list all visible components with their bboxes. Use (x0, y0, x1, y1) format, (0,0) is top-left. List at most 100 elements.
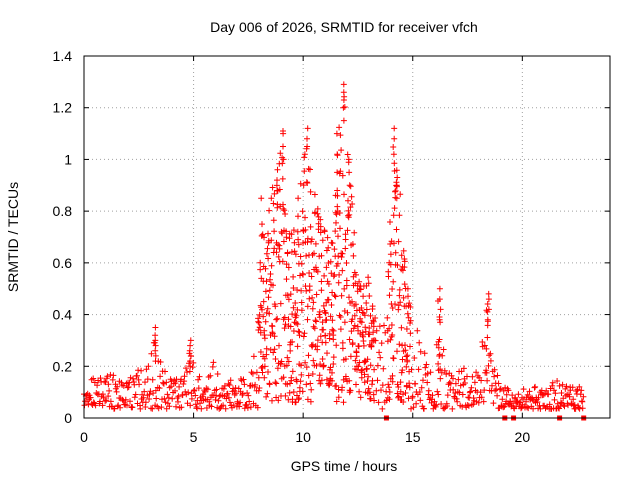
data-point (342, 356, 349, 362)
data-point (272, 303, 279, 310)
data-point (145, 363, 152, 370)
data-point (417, 397, 424, 404)
data-point (580, 393, 587, 400)
data-point (185, 389, 192, 396)
data-point (327, 364, 334, 371)
data-point (423, 361, 430, 368)
data-point (301, 154, 308, 161)
data-point (110, 372, 117, 379)
data-point (269, 184, 276, 191)
data-point (494, 392, 501, 399)
data-point (327, 258, 334, 265)
data-point (269, 397, 275, 404)
data-point (317, 223, 324, 230)
data-point (244, 390, 251, 396)
data-point (380, 365, 387, 372)
data-point (223, 395, 230, 402)
data-point (546, 401, 553, 408)
data-point (295, 328, 302, 335)
data-point (399, 356, 406, 363)
data-point (263, 393, 270, 400)
data-point (267, 271, 274, 277)
data-point (288, 231, 295, 238)
data-point (191, 387, 198, 393)
data-point (157, 373, 164, 380)
data-point (256, 311, 263, 318)
data-point (153, 395, 160, 402)
data-point (298, 362, 305, 369)
data-point (354, 366, 360, 373)
data-point (340, 104, 347, 111)
x-tick-label: 10 (295, 429, 311, 445)
data-point (374, 362, 381, 369)
data-layer (81, 81, 587, 421)
data-point (363, 306, 370, 313)
data-point (417, 348, 424, 355)
data-point (274, 166, 281, 173)
data-point (396, 212, 403, 219)
data-point (444, 403, 451, 409)
data-point (307, 398, 314, 405)
data-point (294, 287, 301, 293)
data-point (287, 347, 294, 354)
data-point (269, 323, 276, 330)
data-point (324, 350, 330, 357)
data-point (193, 404, 200, 410)
data-point (333, 398, 340, 405)
data-point (280, 143, 286, 150)
data-point (290, 285, 297, 291)
data-point (175, 393, 182, 400)
data-point (321, 272, 328, 279)
data-point (339, 345, 346, 352)
data-point (332, 293, 339, 300)
data-point (186, 347, 193, 354)
data-point (431, 402, 438, 409)
data-point (500, 404, 507, 411)
data-point (244, 404, 251, 411)
data-point (455, 376, 462, 383)
data-point (271, 190, 278, 197)
data-point (144, 376, 151, 383)
data-point (280, 205, 287, 212)
data-point (436, 285, 443, 292)
data-point (277, 150, 284, 157)
data-point (399, 267, 406, 274)
data-point (335, 253, 342, 260)
data-point (394, 348, 400, 355)
data-point (187, 358, 193, 365)
data-point (342, 236, 349, 243)
data-point (402, 342, 408, 349)
data-point (163, 379, 170, 386)
data-point (440, 346, 447, 353)
data-point (459, 391, 466, 398)
data-point (318, 252, 325, 259)
data-point (371, 366, 378, 373)
data-point (347, 204, 354, 211)
data-point (335, 386, 342, 393)
data-point (281, 207, 288, 214)
data-point (435, 391, 442, 398)
data-point (334, 192, 341, 199)
data-point (465, 402, 472, 409)
data-point (317, 380, 324, 387)
data-point (256, 385, 263, 391)
plot-frame (83, 55, 611, 419)
data-point (342, 373, 349, 380)
data-point (387, 241, 394, 247)
data-point (282, 211, 289, 217)
data-point (394, 262, 401, 269)
data-point (344, 309, 351, 316)
data-point (429, 392, 436, 399)
data-point (537, 405, 544, 412)
data-point (409, 393, 416, 400)
data-point (513, 398, 520, 405)
data-point (309, 371, 316, 377)
data-point (535, 394, 542, 401)
data-point (304, 125, 311, 132)
data-point (416, 339, 423, 346)
data-point (317, 229, 324, 236)
data-point (298, 307, 305, 314)
data-point (340, 81, 347, 88)
data-point (314, 343, 321, 350)
data-point (260, 313, 267, 320)
